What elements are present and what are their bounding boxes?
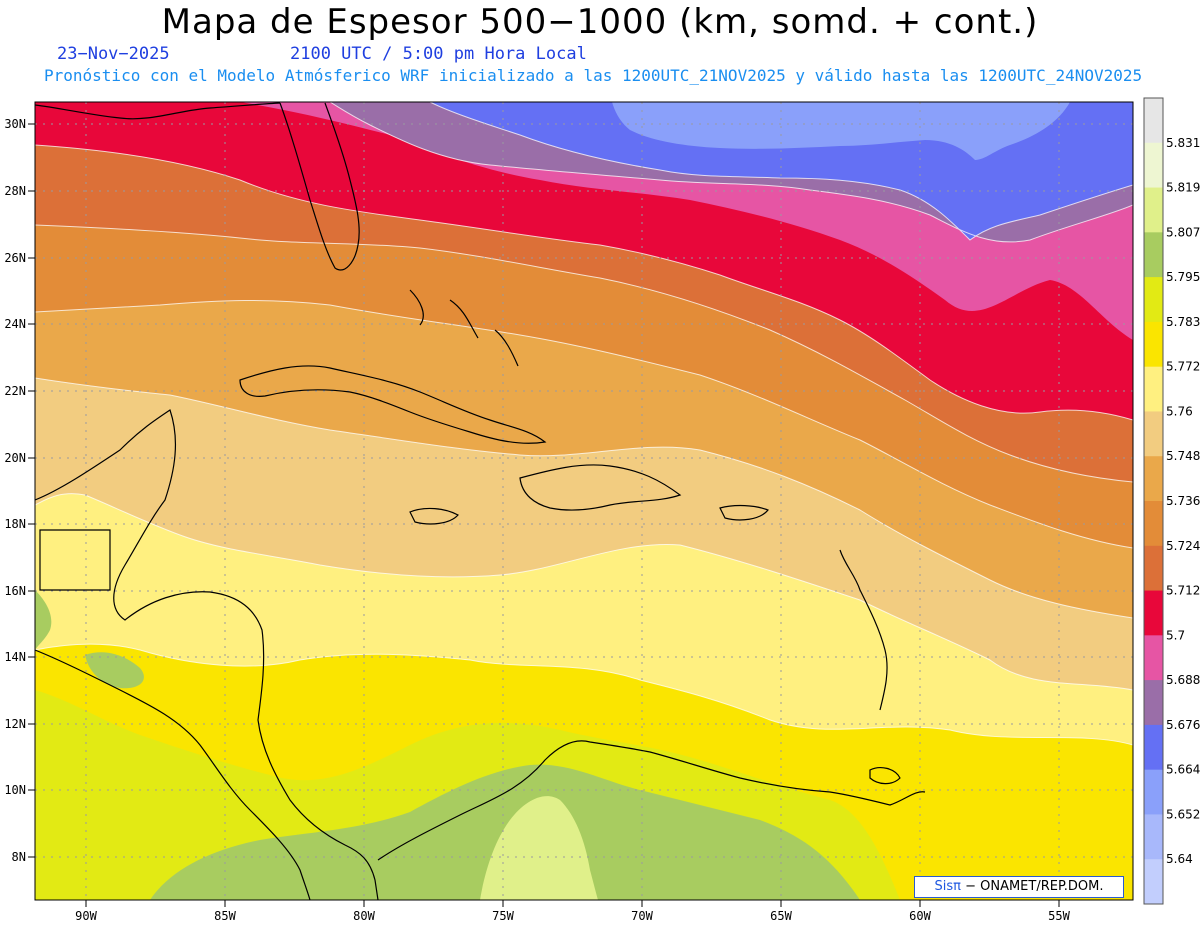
- map-frame: [34, 101, 1134, 901]
- lat-tick-label: 20N: [4, 451, 26, 465]
- colorbar-swatch: [1144, 366, 1163, 412]
- coast-bahamas: [409, 289, 519, 367]
- colorbar: 5.831 5.819 5.807 5.795 5.783 5.772 5.76 5.748 5…: [1143, 97, 1200, 905]
- colorbar-swatch: [1144, 814, 1163, 860]
- colorbar-swatch: [1144, 545, 1163, 592]
- lon-tick-label: 70W: [631, 909, 653, 923]
- date-label: 23−Nov−2025: [57, 44, 170, 64]
- coast-hispaniola: [519, 464, 682, 511]
- coast-jamaica: [409, 507, 459, 525]
- band-green-honduras: [85, 652, 144, 689]
- colorbar-label: 5.676: [1166, 718, 1200, 732]
- lon-tick-label: 55W: [1048, 909, 1070, 923]
- colorbar-swatch: [1144, 98, 1163, 144]
- colorbar-frame: [1143, 97, 1164, 905]
- colorbar-label: 5.772: [1166, 360, 1200, 374]
- lat-tick-label: 26N: [4, 251, 26, 265]
- coast-puerto-rico: [719, 504, 769, 521]
- colorbar-label: 5.819: [1166, 181, 1200, 195]
- colorbar-label: 5.724: [1166, 539, 1200, 553]
- colorbar-swatch: [1144, 680, 1163, 726]
- colorbar-label: 5.748: [1166, 449, 1200, 463]
- colorbar-swatch: [1144, 411, 1163, 457]
- lon-tick-label: 75W: [492, 909, 514, 923]
- coast-trinidad: [869, 767, 901, 785]
- colorbar-label: 5.795: [1166, 270, 1200, 284]
- lat-tick-label: 16N: [4, 584, 26, 598]
- band-green-west: [35, 590, 52, 650]
- coast-cuba: [239, 365, 547, 444]
- colorbar-label: 5.664: [1166, 763, 1200, 777]
- credit-text: − ONAMET/REP.DOM.: [965, 879, 1104, 894]
- colorbar-label: 5.64: [1166, 852, 1193, 866]
- colorbar-swatch: [1144, 321, 1163, 368]
- lat-tick-label: 22N: [4, 384, 26, 398]
- colorbar-swatch: [1144, 187, 1163, 233]
- lon-axis: 90W 85W 80W 75W 70W 65W 60W 55W: [75, 900, 1071, 923]
- lon-tick-label: 65W: [770, 909, 792, 923]
- colorbar-label: 5.652: [1166, 807, 1200, 821]
- band-pale-green: [480, 796, 598, 900]
- colorbar-swatch: [1144, 232, 1163, 278]
- credit-brand: Sisπ: [934, 879, 961, 894]
- lat-tick-label: 24N: [4, 317, 26, 331]
- lat-tick-label: 18N: [4, 517, 26, 531]
- lon-tick-label: 60W: [909, 909, 931, 923]
- lon-tick-label: 90W: [75, 909, 97, 923]
- coast-us-gulf: [35, 102, 281, 120]
- coast-yucatan: [39, 529, 111, 591]
- lon-tick-label: 80W: [353, 909, 375, 923]
- lat-tick-label: 8N: [12, 850, 26, 864]
- colorbar-label: 5.7: [1166, 628, 1185, 642]
- colorbar-swatch: [1144, 769, 1163, 815]
- time-label: 2100 UTC / 5:00 pm Hora Local: [290, 44, 587, 64]
- credit-box: Sisπ − ONAMET/REP.DOM.: [914, 876, 1124, 898]
- colorbar-swatch: [1144, 501, 1163, 547]
- lat-tick-label: 12N: [4, 717, 26, 731]
- coastlines: [35, 102, 926, 900]
- colorbar-swatch: [1144, 590, 1163, 636]
- forecast-description: Pronóstico con el Modelo Atmósferico WRF…: [44, 66, 1143, 85]
- lat-tick-label: 30N: [4, 117, 26, 131]
- colorbar-label: 5.712: [1166, 584, 1200, 598]
- lat-axis: 30N 28N 26N 24N 22N 20N 18N 16N 14N 12N …: [4, 117, 35, 864]
- lon-tick-label: 85W: [214, 909, 236, 923]
- coast-central-america: [35, 409, 379, 900]
- colorbar-swatch: [1144, 724, 1163, 771]
- colorbar-label: 5.831: [1166, 136, 1200, 150]
- lat-tick-label: 14N: [4, 650, 26, 664]
- coast-florida: [279, 102, 360, 271]
- colorbar-swatch: [1144, 142, 1163, 189]
- colorbar-swatch: [1144, 456, 1163, 502]
- map-plot-area: [35, 102, 1133, 900]
- lat-tick-label: 28N: [4, 184, 26, 198]
- colorbar-label: 5.736: [1166, 494, 1200, 508]
- colorbar-label: 5.76: [1166, 404, 1193, 418]
- colorbar-swatch: [1144, 635, 1163, 681]
- graticule: [35, 102, 1133, 900]
- colorbar-label: 5.783: [1166, 315, 1200, 329]
- colorbar-swatch: [1144, 859, 1163, 905]
- map-title: Mapa de Espesor 500−1000 (km, somd. + co…: [161, 2, 1039, 42]
- coast-south-america: [377, 740, 926, 861]
- band-light-blue: [612, 102, 1070, 160]
- colorbar-label: 5.688: [1166, 673, 1200, 687]
- colorbar-label: 5.807: [1166, 225, 1200, 239]
- colorbar-swatch: [1144, 277, 1163, 323]
- lat-tick-label: 10N: [4, 783, 26, 797]
- coast-lesser-antilles: [839, 549, 888, 711]
- coast-pacific-central-america: [35, 649, 311, 900]
